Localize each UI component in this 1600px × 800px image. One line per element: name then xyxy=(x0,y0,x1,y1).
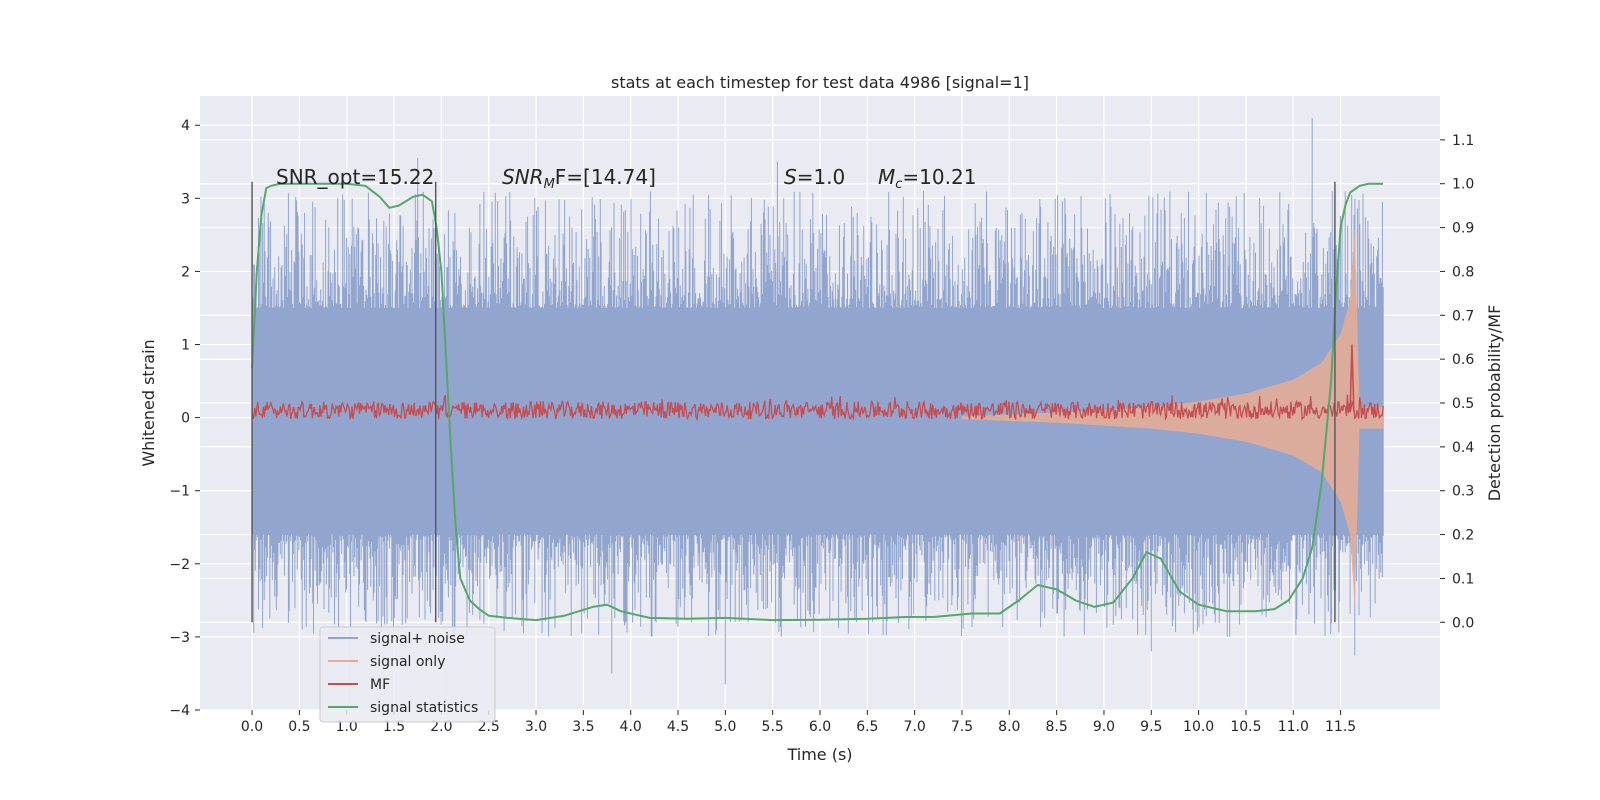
x-tick-label: 10.0 xyxy=(1183,719,1214,735)
x-tick-label: 3.0 xyxy=(525,719,547,735)
x-tick-label: 0.0 xyxy=(241,719,263,735)
mc-subscript: c xyxy=(895,177,902,192)
y-tick-label: 0 xyxy=(181,411,190,427)
series-mf-peak xyxy=(1349,344,1355,412)
legend-label-signal-statistics: signal statistics xyxy=(370,700,478,716)
snr-mf-subscript: M xyxy=(544,177,555,192)
x-tick-label: 9.0 xyxy=(1093,719,1115,735)
annotation-snr-opt: SNR_opt=15.22 xyxy=(276,165,434,189)
x-tick-label: 1.0 xyxy=(336,719,358,735)
legend-label-signal-only: signal only xyxy=(370,654,445,670)
legend-label-signal-noise: signal+ noise xyxy=(370,631,465,647)
x-tick-label: 10.5 xyxy=(1230,719,1261,735)
y-right-axis-label: Detection probability/MF xyxy=(1485,305,1504,502)
annotation-s: S=1.0 xyxy=(784,165,845,189)
y-tick-label: −3 xyxy=(169,630,190,646)
annotation-snr-mf: SNRMF=[14.74] xyxy=(502,165,656,192)
legend-box xyxy=(319,626,496,723)
x-tick-label: 2.0 xyxy=(430,719,452,735)
annotation-mc: Mc=10.21 xyxy=(878,165,976,192)
x-tick-label: 6.5 xyxy=(856,719,878,735)
y-right-tick-label: 0.2 xyxy=(1452,528,1474,544)
y-tick-label: 1 xyxy=(181,338,190,354)
y-tick-labels: −4 −3 −2 −1 0 1 2 3 4 xyxy=(169,118,200,719)
s-symbol: S xyxy=(784,165,797,189)
series-signal-only xyxy=(962,227,1384,608)
s-value: =1.0 xyxy=(797,165,846,189)
x-tick-label: 4.5 xyxy=(667,719,689,735)
legend: signal+ noise signal only MF signal stat… xyxy=(319,626,496,723)
series-signal-statistics xyxy=(251,182,1384,622)
y-tick-label: −1 xyxy=(169,484,190,500)
vertical-markers xyxy=(251,181,1336,623)
x-tick-label: 11.5 xyxy=(1325,719,1356,735)
y-axis-label: Whitened strain xyxy=(139,339,158,466)
y-tick-label: −2 xyxy=(169,557,190,573)
x-tick-label: 4.0 xyxy=(620,719,642,735)
y-right-tick-label: 0.1 xyxy=(1452,571,1474,587)
y-right-tick-label: 1.1 xyxy=(1452,133,1474,149)
snr-mf-value: F=[14.74] xyxy=(555,165,656,189)
y-right-tick-label: 0.6 xyxy=(1452,352,1474,368)
series-mf xyxy=(251,394,1384,422)
x-tick-label: 7.5 xyxy=(951,719,973,735)
x-tick-label: 5.0 xyxy=(714,719,736,735)
y-tick-label: 4 xyxy=(181,118,190,134)
x-tick-label: 6.0 xyxy=(809,719,831,735)
snr-mf-symbol: SNR xyxy=(502,165,544,189)
mc-symbol: M xyxy=(878,165,895,189)
plot-area xyxy=(251,117,1384,685)
y-right-tick-label: 1.0 xyxy=(1452,177,1474,193)
y-right-tick-label: 0.9 xyxy=(1452,221,1474,237)
x-tick-label: 3.5 xyxy=(572,719,594,735)
x-tick-label: 11.0 xyxy=(1278,719,1309,735)
y-right-tick-label: 0.8 xyxy=(1452,264,1474,280)
x-tick-label: 9.5 xyxy=(1140,719,1162,735)
x-tick-label: 2.5 xyxy=(478,719,500,735)
legend-label-mf: MF xyxy=(370,677,390,693)
mc-value: =10.21 xyxy=(902,165,976,189)
x-tick-label: 0.5 xyxy=(288,719,310,735)
x-tick-label: 7.0 xyxy=(904,719,926,735)
chart-title: stats at each timestep for test data 498… xyxy=(611,73,1029,92)
y-tick-label: −4 xyxy=(169,703,190,719)
y-right-tick-label: 0.3 xyxy=(1452,484,1474,500)
y-tick-label: 2 xyxy=(181,264,190,280)
y-right-tick-label: 0.4 xyxy=(1452,440,1474,456)
y-right-tick-label: 0.0 xyxy=(1452,615,1474,631)
x-tick-label: 8.0 xyxy=(998,719,1020,735)
y-right-tick-labels: 0.0 0.1 0.2 0.3 0.4 0.5 0.6 0.7 0.8 0.9 1.0 1.1 xyxy=(1440,133,1474,631)
y-right-tick-label: 0.5 xyxy=(1452,396,1474,412)
x-tick-labels: 0.0 0.5 1.0 1.5 2.0 2.5 3.0 3.5 4.0 4.5 5.0 5.5 6.0 6… xyxy=(241,710,1356,735)
x-tick-label: 1.5 xyxy=(383,719,405,735)
x-tick-label: 8.5 xyxy=(1046,719,1068,735)
x-axis-label: Time (s) xyxy=(786,745,852,764)
y-right-tick-label: 0.7 xyxy=(1452,308,1474,324)
x-tick-label: 5.5 xyxy=(762,719,784,735)
y-tick-label: 3 xyxy=(181,191,190,207)
